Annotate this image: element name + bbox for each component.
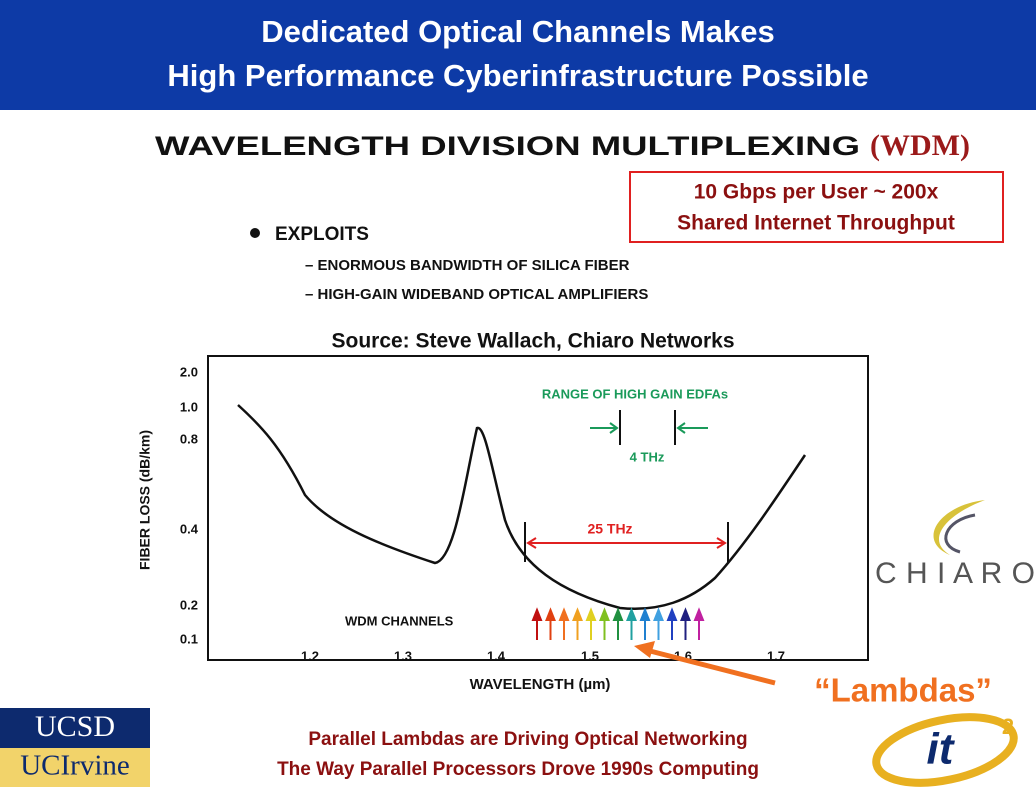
- channel-arrow: [626, 607, 637, 640]
- bullet-item: – ENORMOUS BANDWIDTH OF SILICA FIBER: [305, 257, 630, 274]
- uci-logo: [0, 748, 150, 787]
- source: Source: Steve Wallach, Chiaro Networks: [331, 330, 734, 353]
- channel-arrow: [680, 607, 691, 640]
- loss-curve: [237, 404, 807, 610]
- band-width: 25 THz: [587, 521, 632, 537]
- callout-text: Shared Internet Throughput: [677, 212, 955, 235]
- x-tick-label: 1.3: [394, 648, 412, 663]
- y-tick-label: 0.8: [180, 431, 198, 446]
- it-sup: 2: [1002, 714, 1014, 739]
- channel-arrow: [599, 607, 610, 640]
- callout-box: [629, 171, 1004, 243]
- title: Dedicated Optical Channels Makes: [261, 14, 774, 49]
- y-tick-label: 2.0: [180, 364, 198, 379]
- it-text: it: [927, 725, 956, 774]
- channel-arrow: [666, 607, 678, 640]
- channel-arrow: [545, 607, 556, 640]
- channel-arrow: [572, 607, 583, 640]
- y-axis-title: FIBER LOSS (dB/km): [137, 430, 153, 570]
- heading: WAVELENGTH DIVISION MULTIPLEXING: [155, 131, 860, 161]
- x-tick-label: 1.5: [581, 648, 599, 663]
- channel-arrow: [693, 607, 705, 640]
- x-tick-label: 1.4: [487, 648, 506, 663]
- edfa-label: RANGE OF HIGH GAIN EDFAs: [542, 386, 728, 401]
- footer-text: The Way Parallel Processors Drove 1990s …: [277, 759, 759, 780]
- uci-text: UCIrvine: [20, 750, 130, 782]
- title: High Performance Cyberinfrastructure Pos…: [167, 58, 868, 93]
- figure: 2.0 1.0 0.8 0.4 0.2 0.1 1.2 1.3 1.4 1.5 …: [137, 355, 869, 693]
- channel-arrow: [585, 607, 597, 640]
- lambdas: “Lambdas”: [814, 672, 992, 709]
- bullet-item-text: ENORMOUS BANDWIDTH OF SILICA FIBER: [318, 257, 630, 274]
- it2-logo: it 2: [872, 713, 1018, 787]
- channel-arrow: [653, 607, 664, 640]
- footer-text: Parallel Lambdas are Driving Optical Net…: [308, 729, 747, 750]
- y-tick-label: 0.2: [180, 597, 198, 612]
- x-axis-title: WAVELENGTH (µm): [470, 676, 611, 693]
- channel-arrow: [612, 607, 624, 640]
- ucsd-text: UCSD: [35, 710, 115, 743]
- bullet-item: – HIGH-GAIN WIDEBAND OPTICAL AMPLIFIERS: [305, 286, 648, 303]
- it2-ring: [872, 713, 1018, 787]
- channel-arrows: [531, 607, 705, 640]
- chiaro-swoosh: [944, 513, 976, 554]
- channel-arrow: [639, 607, 651, 640]
- channels-label: WDM CHANNELS: [345, 613, 454, 628]
- y-tick-label: 0.1: [180, 631, 198, 646]
- y-tick-label: 0.4: [180, 521, 199, 536]
- heading-abbr: (WDM): [870, 129, 970, 162]
- ucsd-logo: [0, 708, 150, 748]
- band-arrow: [526, 537, 727, 549]
- bullet-item-text: HIGH-GAIN WIDEBAND OPTICAL AMPLIFIERS: [318, 286, 649, 303]
- channel-arrow: [531, 607, 543, 640]
- edfa-arrows: [590, 422, 708, 434]
- plot-frame: [207, 355, 869, 661]
- edfa-width: 4 THz: [630, 449, 665, 464]
- pointer-arrow: [649, 648, 776, 686]
- chiaro-logo: C H I A R O: [875, 500, 1035, 590]
- x-tick-label: 1.7: [767, 648, 785, 663]
- chiaro-text: C H I A R O: [875, 557, 1035, 590]
- chiaro-swoosh: [933, 500, 985, 555]
- header-band: [0, 0, 1036, 110]
- channel-arrow: [558, 607, 570, 640]
- x-tick-label: 1.2: [301, 648, 319, 663]
- bullet: [250, 228, 260, 238]
- pointer-head: [634, 641, 655, 658]
- callout-text: 10 Gbps per User ~ 200x: [694, 181, 939, 204]
- y-tick-label: 1.0: [180, 399, 198, 414]
- bullet-text: EXPLOITS: [275, 224, 369, 245]
